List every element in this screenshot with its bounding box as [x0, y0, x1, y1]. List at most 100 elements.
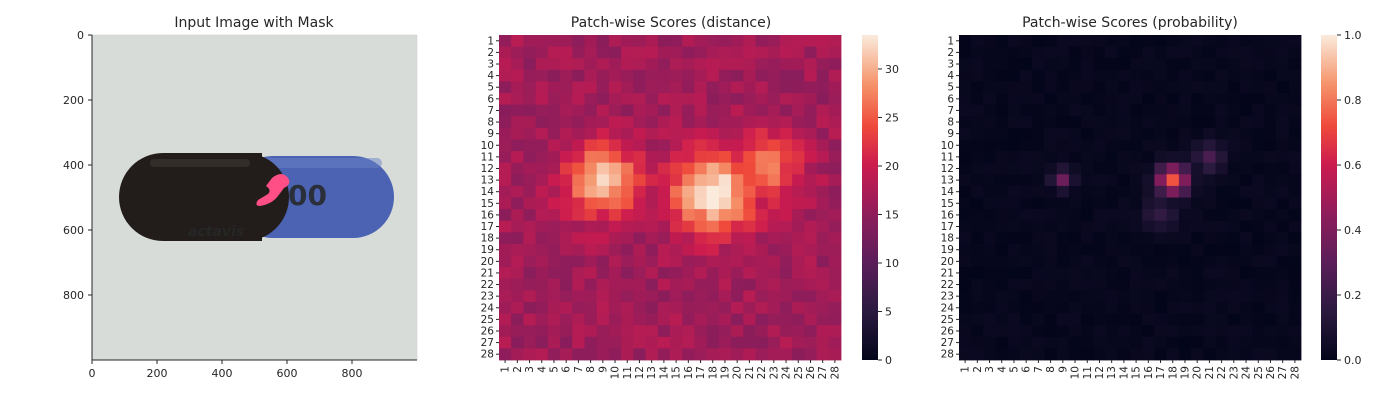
heatmap-cell — [694, 174, 708, 187]
heatmap-cell — [1252, 313, 1265, 326]
heatmap-cell — [1203, 267, 1216, 280]
heatmap-cell — [983, 162, 997, 175]
heatmap-cell — [743, 197, 756, 210]
heatmap-cell — [743, 232, 756, 245]
heatmap-cell — [584, 209, 598, 222]
heatmap-cell — [718, 116, 732, 129]
heatmap-cell — [1007, 81, 1021, 94]
heatmap-cell — [584, 104, 598, 117]
heatmap-cell — [792, 104, 805, 117]
heatmap-cell — [694, 243, 708, 256]
heatmap-cell — [779, 197, 793, 210]
heatmap-cell — [1007, 232, 1021, 245]
heatmap-cell — [731, 290, 744, 303]
col-tick-label: 17 — [1155, 366, 1167, 379]
heatmap-cell — [1191, 151, 1204, 164]
heatmap-cell — [547, 185, 561, 198]
heatmap-cell — [1178, 185, 1192, 198]
heatmap-cell — [1081, 185, 1094, 198]
heatmap-cell — [816, 139, 830, 152]
heatmap-cell — [1068, 197, 1082, 210]
heatmap-cell — [670, 232, 683, 245]
heatmap-cell — [1007, 301, 1021, 314]
heatmap-cell — [1166, 290, 1180, 303]
heatmap-cell — [755, 220, 769, 233]
heatmap-cell — [1044, 81, 1058, 94]
heatmap-cell — [523, 336, 537, 349]
heatmap-cell — [499, 35, 512, 48]
heatmap-cell — [767, 46, 781, 59]
heatmap-cell — [657, 301, 671, 314]
heatmap-cell — [511, 278, 524, 291]
heatmap-cell — [572, 185, 585, 198]
heatmap-cell — [694, 69, 708, 82]
heatmap-cell — [706, 116, 720, 129]
heatmap-cell — [816, 278, 830, 291]
y-tick-label: 400 — [63, 159, 84, 172]
heatmap-cell — [779, 290, 793, 303]
heatmap-cell — [1105, 255, 1119, 268]
heatmap-cell — [560, 243, 573, 256]
heatmap-cell — [1252, 220, 1265, 233]
heatmap-cell — [633, 174, 646, 187]
heatmap-cell — [1264, 301, 1277, 314]
heatmap-cell — [682, 127, 695, 140]
heatmap-cell — [743, 69, 756, 82]
heatmap-cell — [1056, 174, 1070, 187]
heatmap-cell — [682, 243, 695, 256]
heatmap-cell — [657, 104, 671, 117]
heatmap-cell — [779, 69, 793, 82]
heatmap-cell — [1288, 151, 1302, 164]
heatmap-cell — [792, 348, 805, 361]
heatmap-cell — [1093, 185, 1106, 198]
heatmap-cell — [1142, 104, 1155, 117]
heatmap-cell — [804, 255, 817, 268]
heatmap-cell — [767, 325, 781, 338]
heatmap-cell — [1044, 58, 1058, 71]
heatmap-cell — [1142, 174, 1155, 187]
heatmap-cell — [959, 46, 972, 59]
heatmap-cell — [743, 116, 756, 129]
heatmap-cell — [1093, 127, 1106, 140]
heatmap-cell — [645, 46, 659, 59]
heatmap-cell — [767, 162, 781, 175]
heatmap-cell — [1178, 220, 1192, 233]
heatmap-cell — [779, 93, 793, 106]
heatmap-cell — [1276, 151, 1290, 164]
heatmap-cell — [1081, 278, 1094, 291]
heatmap-cell — [584, 162, 598, 175]
heatmap-cell — [1081, 46, 1094, 59]
heatmap-cell — [767, 58, 781, 71]
col-tick-label: 3 — [524, 366, 536, 373]
heatmap-cell — [1215, 278, 1229, 291]
heatmap-cell — [1154, 278, 1168, 291]
heatmap-cell — [1154, 104, 1168, 117]
heatmap-cell — [621, 255, 634, 268]
heatmap-cell — [718, 209, 732, 222]
heatmap-cell — [645, 69, 659, 82]
heatmap-cell — [584, 197, 598, 210]
heatmap-cell — [755, 325, 769, 338]
heatmap-cell — [645, 139, 659, 152]
heatmap-cell — [1068, 220, 1082, 233]
heatmap-cell — [499, 139, 512, 152]
heatmap-cell — [1056, 348, 1070, 361]
heatmap-cell — [1239, 278, 1253, 291]
row-tick-label: 22 — [941, 279, 954, 291]
heatmap-cell — [971, 162, 984, 175]
heatmap-cell — [1056, 46, 1070, 59]
heatmap-cell — [1056, 151, 1070, 164]
heatmap-cell — [1007, 151, 1021, 164]
col-tick-label: 1 — [960, 366, 972, 373]
row-tick-label: 14 — [941, 186, 955, 198]
heatmap-cell — [1081, 116, 1094, 129]
heatmap-cell — [547, 151, 561, 164]
heatmap-cell — [596, 139, 610, 152]
heatmap-cell — [645, 267, 659, 280]
heatmap-cell — [633, 267, 646, 280]
heatmap-cell — [983, 243, 997, 256]
heatmap-cell — [560, 162, 573, 175]
heatmap-cell — [657, 46, 671, 59]
heatmap-cell — [1166, 151, 1180, 164]
